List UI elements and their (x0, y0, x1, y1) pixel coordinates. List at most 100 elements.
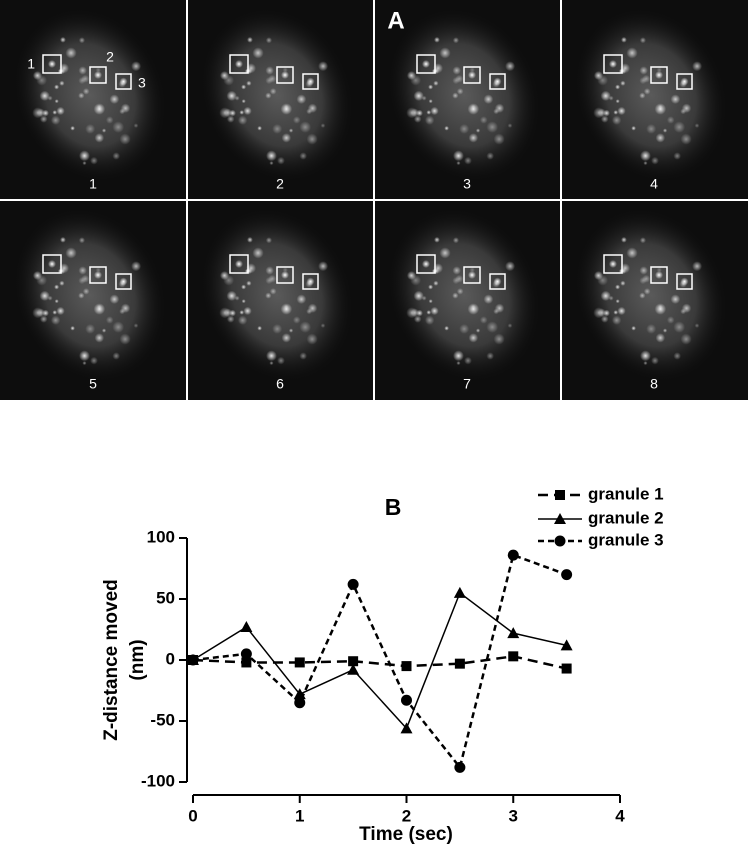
granule-spot (292, 116, 301, 124)
granule-spot (119, 277, 128, 286)
granule-spot (643, 161, 648, 166)
granule-spot (406, 307, 418, 319)
box-label: 3 (138, 75, 146, 91)
marker (240, 648, 252, 660)
granule-box (229, 54, 249, 74)
granule-spot (424, 115, 435, 125)
marker (294, 697, 306, 709)
marker (507, 549, 519, 561)
granule-spot (413, 115, 422, 123)
frame-label: 4 (650, 176, 658, 192)
granule-spot (483, 94, 494, 105)
granule-spot (486, 321, 499, 333)
granule-spot (434, 36, 440, 43)
granule-spot (85, 123, 96, 134)
granule-spot (639, 66, 648, 75)
granule-spot (281, 71, 289, 79)
frame: 3 (388, 9, 540, 192)
granule-spot (639, 37, 647, 44)
x-tick-label: 3 (509, 806, 518, 825)
granule-spot (54, 99, 59, 104)
granule-spot (433, 280, 439, 286)
granule-spot (643, 88, 651, 95)
granule-spot (320, 323, 326, 328)
granule-spot (56, 306, 65, 316)
marker (554, 535, 566, 547)
granule-spot (416, 109, 423, 117)
marker (507, 627, 520, 639)
granule-spot (655, 333, 666, 343)
granule-spot (70, 125, 75, 131)
marker (560, 639, 573, 651)
granule-spot (78, 37, 86, 44)
granule-spot (105, 116, 114, 124)
granule-spot (646, 323, 657, 334)
granule-spot (453, 350, 464, 362)
granule-spot (413, 90, 424, 102)
granule-spot (59, 80, 65, 86)
granule-spot (662, 128, 668, 133)
granule-spot (456, 88, 464, 95)
granule-spot (600, 90, 611, 102)
granule-spot (32, 70, 43, 81)
granule-spot (288, 128, 294, 133)
y-axis-label: (nm) (127, 639, 148, 680)
granule-spot (428, 84, 434, 90)
granule-spot (119, 333, 131, 345)
granule-spot (32, 270, 43, 281)
granule-spot (428, 284, 434, 290)
granule-spot (452, 237, 460, 244)
x-axis-label: Time (sec) (359, 824, 453, 845)
granule-box (42, 54, 62, 74)
granule-spot (239, 110, 245, 115)
granule-spot (277, 156, 285, 165)
granule-spot (426, 310, 432, 315)
granule-spot (82, 88, 90, 95)
granule-spot (600, 115, 609, 123)
granule-spot (219, 70, 230, 81)
granule-spot (299, 352, 308, 360)
granule-spot (424, 315, 435, 325)
granule-spot (452, 37, 460, 44)
granule-spot (237, 115, 248, 125)
granule-spot (406, 107, 418, 119)
y-tick-label: -100 (141, 771, 175, 790)
granule-box (676, 273, 693, 290)
granule-spot (59, 280, 65, 286)
granule-spot (657, 304, 663, 310)
granule-spot (493, 133, 505, 145)
granule-spot (617, 306, 626, 316)
granule-spot (112, 121, 125, 133)
granule-box (603, 54, 623, 74)
marker (400, 722, 413, 734)
granule-spot (85, 323, 96, 334)
granule-spot (680, 108, 687, 115)
granule-spot (299, 152, 308, 160)
granule-spot (82, 161, 87, 166)
granule-spot (456, 161, 461, 166)
granule-spot (600, 290, 611, 302)
granule-spot (39, 90, 50, 102)
granule-spot (288, 328, 294, 333)
granule-spot (507, 323, 513, 328)
frame: 4 (575, 9, 727, 192)
y-tick-label: 50 (156, 588, 175, 607)
granule-spot (662, 328, 668, 333)
granule-spot (468, 271, 476, 279)
granule-spot (131, 261, 142, 272)
granule-spot (65, 47, 77, 59)
y-tick-label: 100 (147, 527, 175, 546)
granule-spot (643, 361, 648, 366)
granule-spot (32, 307, 44, 319)
granule-spot (626, 247, 638, 259)
granule-spot (639, 266, 648, 275)
granule-spot (631, 325, 636, 331)
marker (454, 658, 465, 669)
granule-spot (670, 294, 681, 305)
granule-spot (406, 70, 417, 81)
box-label: 1 (27, 56, 35, 72)
granule-spot (486, 152, 495, 160)
granule-spot (673, 352, 682, 360)
granule-spot (82, 361, 87, 366)
granule-spot (306, 133, 318, 145)
